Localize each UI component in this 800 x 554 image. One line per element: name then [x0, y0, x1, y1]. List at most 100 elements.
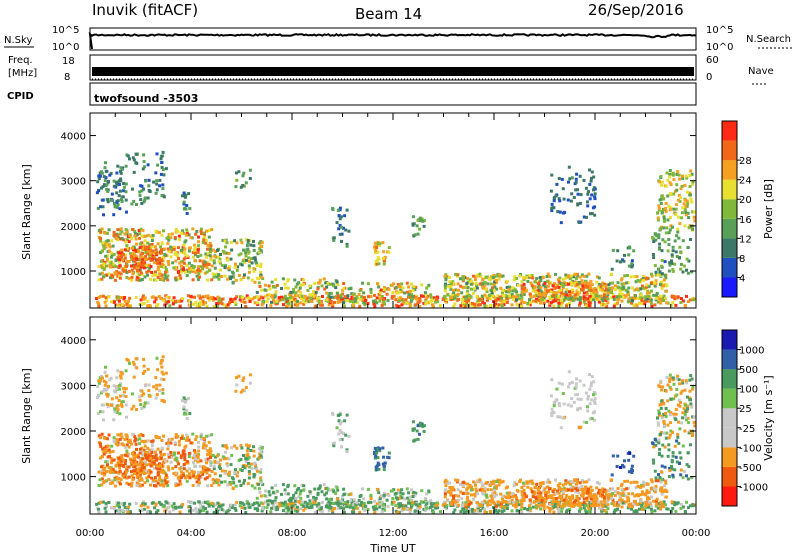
power-cell: [170, 298, 174, 302]
power-x-ticks: [89, 113, 697, 308]
power-cell: [472, 291, 475, 295]
power-cell: [531, 299, 535, 303]
power-cell: [152, 256, 156, 260]
velocity-cell: [117, 458, 121, 462]
power-cell: [548, 281, 551, 285]
velocity-cell: [102, 468, 106, 471]
power-cell: [574, 188, 578, 192]
power-cell: [109, 260, 113, 264]
velocity-cell: [124, 433, 128, 437]
velocity-cell: [500, 510, 504, 514]
velocity-cell: [578, 481, 582, 485]
power-cell: [578, 201, 582, 205]
power-cell: [182, 261, 186, 265]
velocity-cell: [603, 509, 607, 513]
velocity-cell: [526, 508, 530, 511]
velocity-cell: [231, 476, 234, 480]
power-cell: [560, 298, 564, 302]
power-cell: [683, 183, 687, 187]
power-cell: [611, 292, 615, 296]
power-cell: [131, 257, 135, 261]
power-cell: [606, 301, 610, 305]
velocity-cell: [613, 493, 617, 497]
power-cell: [178, 304, 182, 308]
power-cell: [483, 302, 487, 306]
power-cell: [387, 246, 391, 250]
velocity-cell: [277, 502, 281, 505]
velocity-cell: [156, 467, 160, 471]
power-cell: [669, 216, 672, 220]
power-cell: [680, 216, 684, 220]
velocity-cell: [515, 501, 519, 505]
power-cell: [539, 285, 543, 289]
power-cell: [320, 303, 324, 307]
power-cell: [167, 262, 171, 266]
power-cell: [640, 284, 644, 288]
power-cell: [286, 278, 290, 282]
power-cell: [144, 265, 148, 269]
velocity-cell: [619, 484, 623, 488]
power-cell: [95, 297, 99, 300]
power-cell: [108, 264, 112, 268]
velocity-cell: [286, 502, 290, 506]
velocity-cell: [150, 450, 154, 454]
power-cell: [221, 239, 225, 242]
power-cell: [166, 300, 170, 304]
power-cell: [542, 298, 546, 302]
power-cell: [583, 302, 587, 306]
power-cell: [481, 278, 485, 281]
power-cell: [148, 266, 152, 270]
power-cell: [313, 281, 317, 285]
velocity-cell: [295, 509, 299, 513]
power-cell: [319, 301, 323, 305]
velocity-cell: [557, 486, 561, 489]
power-cell: [363, 298, 367, 302]
power-cell: [243, 260, 247, 264]
velocity-cell: [204, 507, 207, 510]
power-cell: [664, 201, 668, 205]
velocity-cell: [427, 489, 431, 493]
velocity-cell: [187, 455, 191, 458]
power-cell: [470, 304, 474, 307]
velocity-cell: [592, 504, 596, 508]
velocity-cell: [201, 472, 205, 476]
velocity-cell: [627, 503, 631, 507]
power-cell: [627, 264, 631, 268]
velocity-cell: [179, 470, 183, 474]
velocity-cell: [250, 462, 254, 466]
power-cell: [589, 179, 593, 183]
power-cell: [336, 208, 340, 212]
power-cell: [166, 235, 170, 239]
power-cell: [497, 277, 501, 281]
power-cell: [668, 181, 672, 185]
velocity-cell: [513, 480, 517, 484]
power-cell: [566, 198, 570, 202]
power-cell: [303, 300, 307, 304]
velocity-cell: [230, 481, 234, 485]
power-cell: [478, 272, 482, 276]
power-cell: [231, 280, 235, 284]
velocity-cell: [153, 476, 157, 480]
velocity-cell: [398, 505, 401, 509]
power-cell: [602, 293, 606, 297]
velocity-cell: [199, 509, 203, 513]
power-cell: [520, 286, 524, 289]
power-cell: [265, 300, 269, 304]
power-cell: [590, 176, 593, 180]
power-cell: [444, 278, 448, 282]
power-cell: [616, 301, 619, 305]
power-cell: [653, 303, 657, 307]
velocity-cell: [405, 487, 409, 491]
velocity-cell: [626, 496, 630, 500]
velocity-cell: [618, 494, 622, 498]
velocity-cell: [158, 478, 162, 482]
power-cell: [522, 293, 526, 297]
power-cell: [205, 270, 209, 274]
power-cell: [658, 298, 662, 302]
power-cell: [645, 276, 649, 280]
power-cell: [340, 239, 343, 243]
velocity-cell: [178, 443, 181, 447]
velocity-cell: [665, 507, 669, 511]
power-cell: [138, 278, 142, 282]
velocity-cell: [301, 488, 305, 492]
